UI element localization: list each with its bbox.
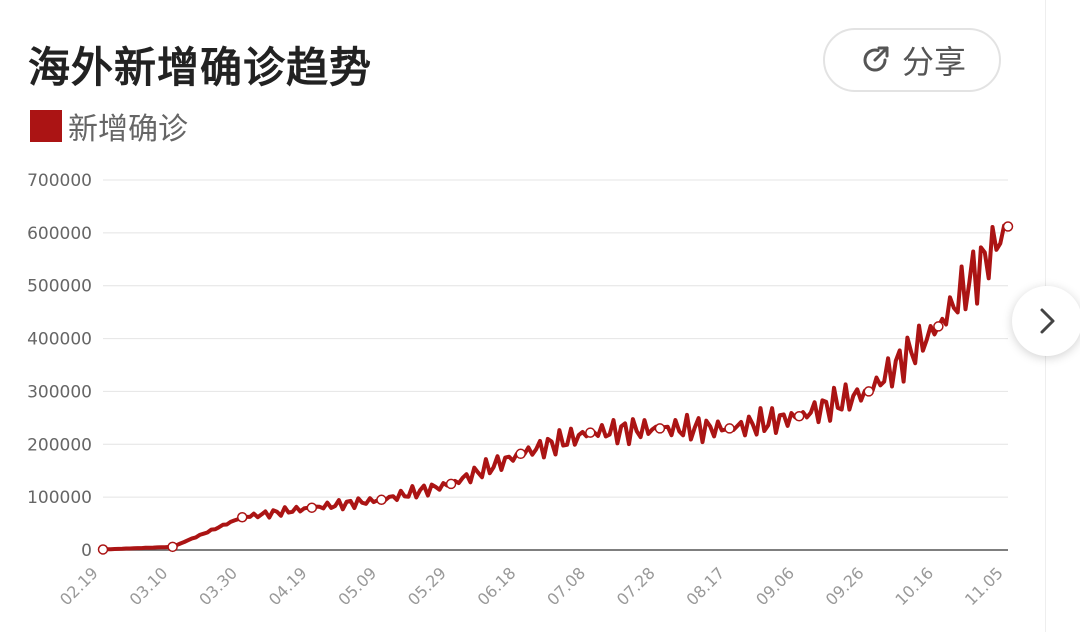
data-point	[236, 511, 248, 523]
x-tick-label: 08.17	[683, 563, 729, 609]
data-point	[306, 502, 318, 513]
data-point	[724, 423, 735, 434]
data-point	[585, 427, 596, 438]
x-tick-label: 03.30	[195, 563, 241, 609]
x-tick-label: 10.16	[891, 563, 937, 609]
x-tick-label: 05.29	[404, 563, 450, 609]
y-tick-label: 0	[81, 541, 92, 561]
legend-label: 新增确诊	[68, 112, 188, 147]
x-tick-label: 09.06	[752, 563, 798, 609]
y-tick-label: 700000	[27, 171, 92, 191]
x-tick-label: 07.28	[613, 563, 659, 609]
data-point	[445, 478, 457, 490]
x-tick-label: 06.18	[474, 563, 520, 609]
share-button[interactable]: 分享	[823, 28, 1001, 92]
x-tick-label: 05.09	[334, 563, 380, 609]
data-point	[793, 411, 805, 422]
data-point	[515, 448, 526, 460]
share-label: 分享	[901, 43, 966, 81]
y-tick-label: 400000	[27, 330, 92, 350]
legend-swatch	[30, 110, 62, 142]
chevron-right-icon	[1040, 308, 1055, 334]
data-point	[97, 544, 109, 555]
x-tick-label: 09.26	[822, 563, 868, 609]
data-point	[654, 423, 666, 434]
y-tick-label: 500000	[27, 277, 92, 297]
data-point	[167, 541, 178, 553]
chart-card: 海外新增确诊趋势 分享 新增确诊 0 100000 200000 300000 4000…	[27, 0, 1046, 632]
share-icon	[863, 46, 889, 72]
y-tick-label: 300000	[27, 382, 92, 402]
data-point	[1002, 221, 1014, 232]
next-chart-button[interactable]	[1012, 286, 1080, 356]
y-tick-label: 100000	[27, 488, 92, 508]
data-point	[933, 321, 944, 332]
page-title: 海外新增确诊趋势	[28, 43, 373, 92]
x-tick-label: 04.19	[265, 563, 311, 609]
x-tick-label: 02.19	[56, 563, 102, 609]
legend[interactable]: 新增确诊	[30, 104, 188, 148]
data-point	[376, 494, 387, 506]
x-tick-label: 03.10	[126, 563, 172, 609]
x-tick-label: 11.05	[961, 563, 1007, 609]
y-tick-label: 200000	[27, 435, 92, 455]
data-point	[863, 386, 875, 397]
line-chart: 0 100000 200000 300000 400000 500000 600000 700…	[27, 171, 1014, 609]
series-line	[102, 223, 1009, 552]
y-tick-label: 600000	[27, 224, 92, 244]
x-tick-label: 07.08	[543, 563, 589, 609]
